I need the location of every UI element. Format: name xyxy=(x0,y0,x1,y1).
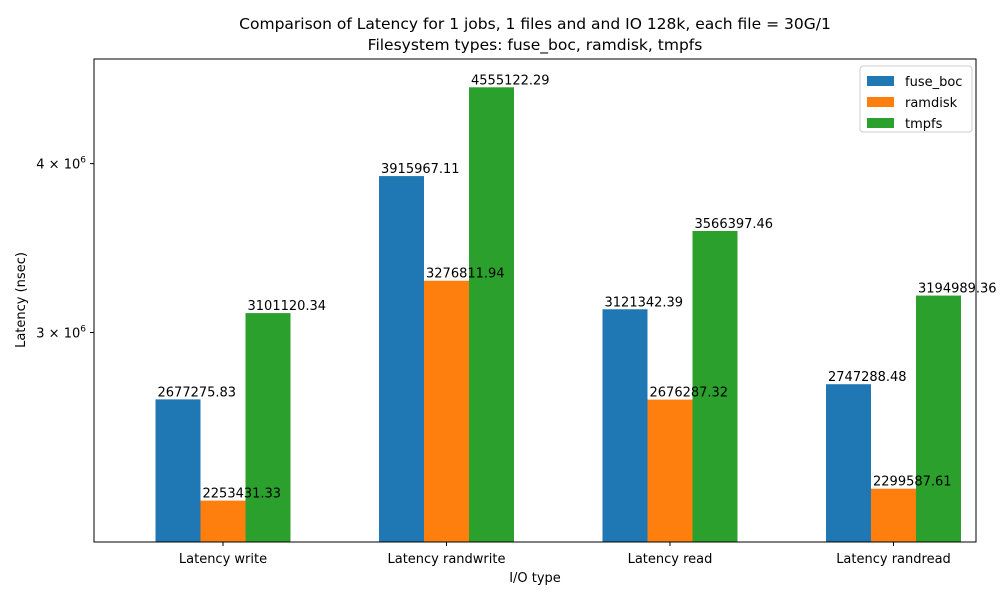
data-label-fuse_boc-0: 2677275.83 xyxy=(158,385,237,400)
data-label-fuse_boc-2: 3121342.39 xyxy=(605,295,684,310)
data-label-ramdisk-3: 2299587.61 xyxy=(873,475,952,490)
bar-fuse_boc-3 xyxy=(826,384,871,542)
bar-ramdisk-1 xyxy=(424,280,469,542)
x-axis-label: I/O type xyxy=(509,571,561,586)
legend-label-ramdisk: ramdisk xyxy=(905,96,958,111)
data-label-fuse_boc-1: 3915967.11 xyxy=(381,162,460,177)
chart-subtitle: Filesystem types: fuse_boc, ramdisk, tmp… xyxy=(368,36,703,55)
x-tick-label: Latency read xyxy=(628,552,713,567)
bar-fuse_boc-0 xyxy=(155,399,201,542)
legend-label-tmpfs: tmpfs xyxy=(905,117,943,132)
legend-label-fuse_boc: fuse_boc xyxy=(905,75,962,90)
bar-tmpfs-2 xyxy=(692,230,738,543)
data-label-tmpfs-1: 4555122.29 xyxy=(471,73,550,88)
value-labels-group: 2677275.83 2253431.33 3101120.34 3915967.11… xyxy=(158,73,997,501)
x-axis-ticks: Latency write Latency randwrite Latency re… xyxy=(179,542,951,567)
x-tick-label: Latency write xyxy=(179,552,267,567)
legend-swatch-tmpfs xyxy=(867,118,894,128)
y-axis-label: Latency (nsec) xyxy=(14,252,29,348)
x-tick-label: Latency randwrite xyxy=(387,552,505,567)
plot-frame xyxy=(93,58,977,543)
data-label-ramdisk-2: 2676287.32 xyxy=(650,386,729,401)
bar-fuse_boc-1 xyxy=(379,176,424,542)
bar-tmpfs-1 xyxy=(469,87,514,543)
legend-swatch-fuse_boc xyxy=(867,76,894,86)
y-axis-ticks: 3 × 106 4 × 106 xyxy=(36,156,94,342)
data-label-fuse_boc-3: 2747288.48 xyxy=(828,370,907,385)
bar-ramdisk-3 xyxy=(871,488,916,542)
bars-group xyxy=(155,87,961,543)
y-tick-label: 3 × 106 xyxy=(36,325,86,342)
bar-tmpfs-3 xyxy=(916,295,961,542)
data-label-ramdisk-1: 3276811.94 xyxy=(426,267,505,282)
data-label-tmpfs-2: 3566397.46 xyxy=(695,217,774,232)
y-tick-label: 4 × 106 xyxy=(36,156,86,173)
bar-ramdisk-0 xyxy=(200,500,246,542)
bar-tmpfs-0 xyxy=(245,313,291,542)
legend-swatch-ramdisk xyxy=(867,97,894,107)
data-label-ramdisk-0: 2253431.33 xyxy=(203,487,282,502)
bar-fuse_boc-2 xyxy=(602,309,648,542)
data-label-tmpfs-3: 3194989.36 xyxy=(918,282,997,297)
x-tick-label: Latency randread xyxy=(836,552,951,567)
data-label-tmpfs-0: 3101120.34 xyxy=(248,299,327,314)
bar-ramdisk-2 xyxy=(647,399,693,542)
chart-title: Comparison of Latency for 1 jobs, 1 file… xyxy=(239,15,831,33)
